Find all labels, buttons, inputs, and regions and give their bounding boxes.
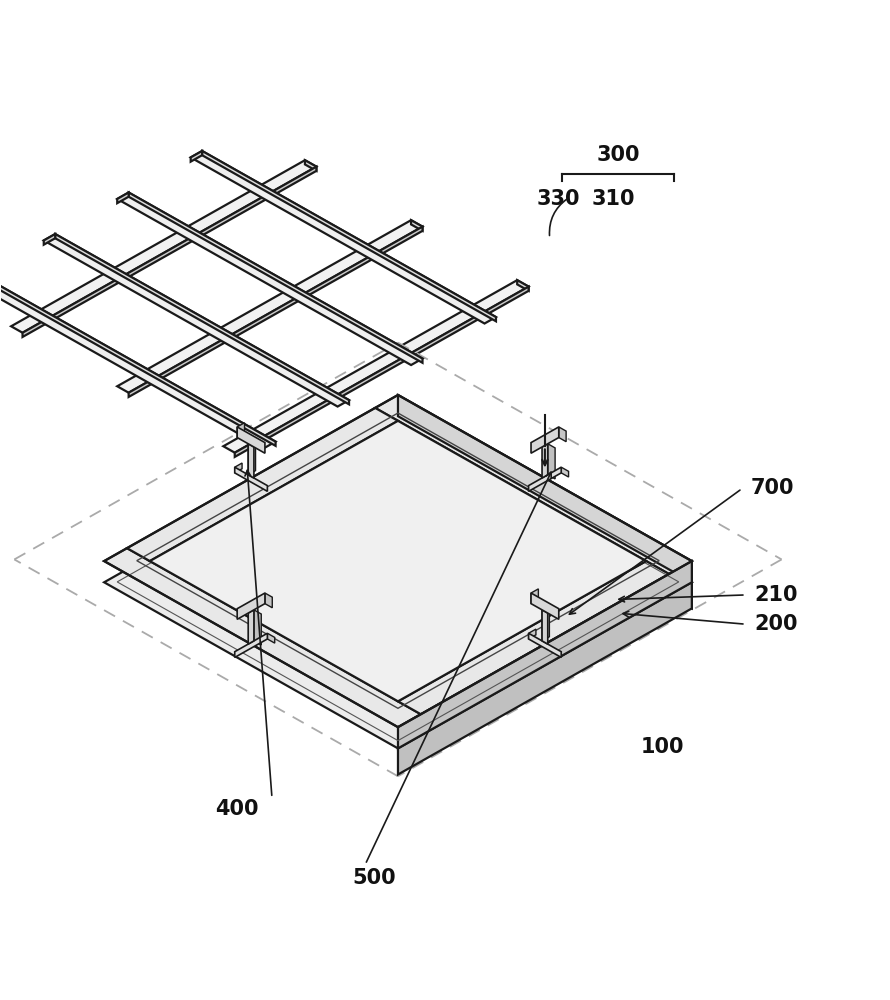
Text: 100: 100 <box>640 737 684 757</box>
Text: 400: 400 <box>214 799 258 819</box>
Polygon shape <box>235 633 267 657</box>
Polygon shape <box>237 423 245 438</box>
Polygon shape <box>235 463 242 473</box>
Polygon shape <box>202 151 496 321</box>
Polygon shape <box>129 192 423 363</box>
Text: 210: 210 <box>755 585 798 605</box>
Polygon shape <box>559 427 566 442</box>
Polygon shape <box>398 561 692 748</box>
Polygon shape <box>117 220 423 393</box>
Polygon shape <box>398 416 692 608</box>
Polygon shape <box>562 467 569 477</box>
Polygon shape <box>104 416 692 748</box>
Text: 700: 700 <box>751 478 795 498</box>
Text: 200: 200 <box>755 614 798 634</box>
Polygon shape <box>517 280 529 291</box>
Polygon shape <box>129 227 423 397</box>
Text: 300: 300 <box>596 145 640 165</box>
Polygon shape <box>117 192 423 365</box>
Polygon shape <box>0 276 276 448</box>
Polygon shape <box>411 220 423 231</box>
Polygon shape <box>55 234 349 404</box>
Polygon shape <box>248 610 254 644</box>
Polygon shape <box>127 408 398 561</box>
Polygon shape <box>44 234 55 245</box>
Polygon shape <box>235 467 267 491</box>
Polygon shape <box>398 395 692 582</box>
Polygon shape <box>375 395 692 574</box>
Polygon shape <box>223 280 529 453</box>
Polygon shape <box>22 167 316 337</box>
Polygon shape <box>190 151 496 324</box>
Text: 330: 330 <box>537 189 580 209</box>
Polygon shape <box>104 548 421 727</box>
Polygon shape <box>265 593 272 608</box>
Text: 500: 500 <box>352 868 396 888</box>
Polygon shape <box>547 444 555 479</box>
Polygon shape <box>542 610 547 644</box>
Polygon shape <box>531 427 559 453</box>
Polygon shape <box>542 444 547 478</box>
Polygon shape <box>529 633 562 657</box>
Polygon shape <box>0 276 276 446</box>
Polygon shape <box>254 610 262 645</box>
Polygon shape <box>529 467 562 491</box>
Polygon shape <box>190 151 202 162</box>
Polygon shape <box>267 633 275 643</box>
Polygon shape <box>235 287 529 457</box>
Polygon shape <box>531 589 538 604</box>
Polygon shape <box>248 440 255 475</box>
Polygon shape <box>237 427 265 453</box>
Polygon shape <box>305 160 316 171</box>
Polygon shape <box>398 561 669 714</box>
Polygon shape <box>542 606 549 641</box>
Polygon shape <box>398 582 692 775</box>
Polygon shape <box>11 160 316 333</box>
Polygon shape <box>117 192 129 203</box>
Polygon shape <box>44 234 349 407</box>
Polygon shape <box>150 421 646 701</box>
Polygon shape <box>531 593 559 619</box>
Polygon shape <box>529 629 536 639</box>
Polygon shape <box>237 593 265 619</box>
Text: 310: 310 <box>591 189 635 209</box>
Polygon shape <box>248 444 254 478</box>
